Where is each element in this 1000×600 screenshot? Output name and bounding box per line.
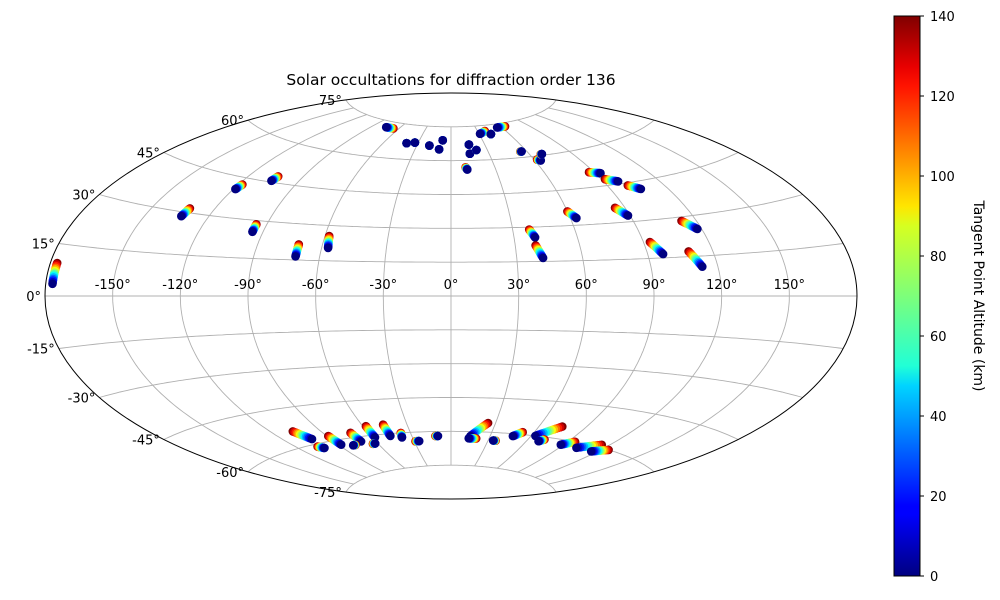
occultation-point (698, 262, 707, 272)
occultation-point (492, 123, 502, 132)
occultation-point (465, 149, 475, 158)
occultation-point (536, 156, 546, 165)
occultation-point (410, 138, 420, 147)
occultation-point (636, 184, 646, 194)
lat-tick-label: -15° (27, 343, 55, 358)
occultation-point (613, 177, 623, 186)
colorbar-tick-label: 140 (930, 10, 955, 25)
lat-tick-label: 30° (72, 189, 95, 204)
lon-tick-label: 30° (507, 278, 530, 293)
occultation-point (572, 443, 581, 453)
occultation-point (291, 252, 300, 261)
occultation-point (402, 138, 411, 148)
colorbar-tick-label: 20 (930, 490, 947, 505)
parallel-line (163, 397, 739, 440)
lon-tick-label: -60° (302, 278, 330, 293)
lon-tick-label: 0° (444, 278, 459, 293)
parallel-line (99, 194, 803, 229)
occultation-point (486, 129, 496, 139)
latitude-tick-labels: 75° 60° 45° 30° 15° 0° -15° -30° -45° -60° -75° (26, 94, 342, 501)
occultation-point (537, 149, 547, 159)
occultation-point (464, 434, 474, 443)
occultation-point (320, 443, 329, 453)
lon-tick-label: -120° (162, 278, 198, 293)
occultation-point (414, 436, 424, 446)
lat-tick-label: 15° (32, 238, 55, 253)
parallel-line (345, 464, 557, 493)
lon-tick-label: 150° (774, 278, 805, 293)
occultation-point (488, 436, 498, 445)
lon-tick-label: 90° (642, 278, 665, 293)
occultation-point (48, 279, 57, 289)
occultation-point (534, 436, 543, 446)
parallel-line (58, 243, 844, 263)
lat-tick-label: 0° (26, 290, 41, 305)
occultation-point (370, 439, 380, 448)
occultation-point (323, 243, 333, 253)
parallel-line (163, 152, 739, 195)
lat-tick-label: -30° (68, 392, 96, 407)
parallel-line (345, 99, 557, 128)
occultation-point (530, 233, 540, 242)
graticule (45, 99, 857, 493)
chart-title: Solar occultations for diffraction order… (286, 71, 615, 89)
occultation-point (538, 253, 548, 263)
occultation-point (586, 447, 596, 456)
occultation-point (693, 224, 702, 234)
lon-tick-label: 120° (706, 278, 737, 293)
lat-tick-label: 45° (137, 147, 160, 162)
colorbar-ticks: 0 20 40 60 80 100 120 140 (920, 10, 955, 585)
colorbar-tick-label: 100 (930, 170, 955, 185)
colorbar-tick-label: 0 (930, 570, 938, 585)
parallel-line (99, 363, 803, 398)
occultation-point (348, 441, 358, 450)
occultation-point (397, 433, 407, 442)
occultation-point (472, 145, 481, 155)
colorbar-tick-label: 120 (930, 90, 955, 105)
occultation-points (48, 122, 707, 456)
lon-tick-label: -30° (369, 278, 397, 293)
lat-tick-label: 60° (221, 114, 244, 129)
parallel-line (58, 329, 844, 349)
occultation-point (381, 122, 391, 132)
lon-tick-label: 60° (575, 278, 598, 293)
occultation-point (438, 136, 448, 145)
occultation-point (556, 440, 566, 450)
lat-tick-label: -45° (132, 434, 160, 449)
occultation-point (425, 141, 434, 150)
occultation-point (434, 145, 444, 154)
occultation-point (572, 213, 581, 223)
lon-tick-label: -150° (95, 278, 131, 293)
occultation-point (517, 147, 526, 156)
occultation-point (596, 168, 605, 178)
occultation-point (658, 249, 668, 259)
map-boundary (44, 92, 858, 500)
occultation-point (307, 434, 317, 444)
occultation-point (177, 211, 186, 221)
occultation-point (386, 431, 395, 441)
lat-tick-label: -75° (314, 486, 342, 501)
occultation-point (508, 431, 518, 441)
parallel-line (247, 119, 655, 162)
occultation-point (464, 140, 474, 149)
colorbar: 0 20 40 60 80 100 120 140 Tangent Point Altitud… (893, 10, 986, 585)
occultation-point (463, 165, 472, 174)
colorbar-label: Tangent Point Altitude (km) (970, 199, 986, 391)
longitude-tick-labels: -150° -120° -90° -60° -30° 0° 30° 60° 90° 120° 150… (95, 278, 805, 293)
occultation-point (623, 211, 633, 220)
lat-tick-label: 75° (319, 94, 342, 109)
lon-tick-label: -90° (234, 278, 262, 293)
occultation-point (248, 227, 257, 237)
colorbar-tick-label: 80 (930, 250, 947, 265)
colorbar-tick-label: 60 (930, 330, 947, 345)
colorbar-gradient (893, 15, 921, 577)
occultation-point (267, 176, 276, 186)
occultation-point (231, 184, 240, 194)
occultation-point (433, 431, 443, 441)
occultation-point (336, 440, 346, 450)
occultation-point (475, 129, 485, 139)
lat-tick-label: -60° (216, 466, 244, 481)
colorbar-tick-label: 40 (930, 410, 947, 425)
